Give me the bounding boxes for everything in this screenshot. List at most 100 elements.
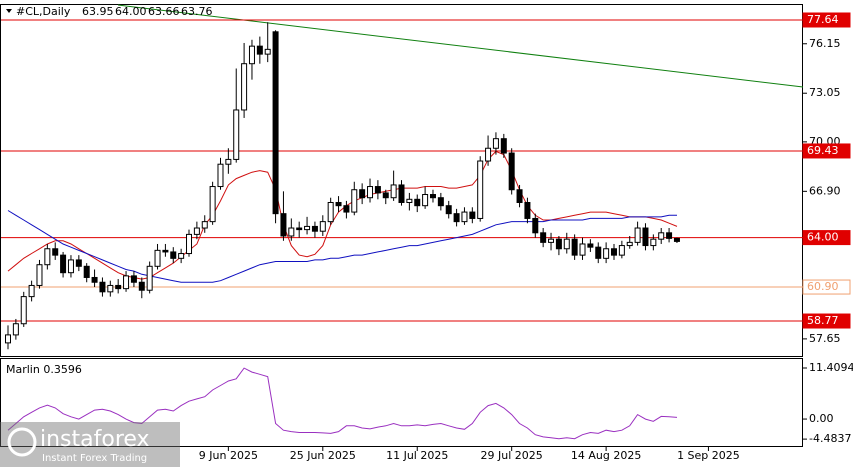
candle-body	[193, 227, 200, 235]
candle-body	[115, 284, 122, 290]
candle-body	[83, 265, 90, 278]
quote-low: 63.66	[148, 5, 180, 18]
candle-body	[170, 251, 177, 259]
x-tick-label: 9 Jun 2025	[199, 449, 258, 462]
moving-average	[7, 150, 678, 280]
candle-body	[532, 217, 539, 234]
candle-body	[67, 259, 74, 274]
candle-body	[233, 109, 240, 160]
candle-body	[209, 186, 216, 223]
indicator-tick-label: -4.4837	[809, 432, 851, 445]
plot-layer: 76.1573.0570.0066.9057.6577.6469.4364.00…	[1, 12, 853, 462]
chart-title: #CL,Daily	[16, 5, 71, 18]
y-tick-label: 57.65	[809, 332, 841, 345]
candle-body	[319, 221, 326, 232]
candle-body	[99, 281, 106, 293]
level-label-box	[802, 230, 851, 246]
level-label: 69.43	[807, 144, 839, 157]
candle-body	[367, 186, 374, 199]
candle-body	[217, 163, 224, 188]
candle-body	[492, 138, 499, 149]
candle-body	[225, 158, 232, 165]
moving-average	[7, 210, 677, 283]
candle-body	[60, 254, 67, 274]
candle-body	[437, 197, 444, 207]
candle-body	[634, 227, 641, 243]
candle-body	[335, 201, 342, 207]
candle-body	[36, 264, 43, 286]
candle-body	[422, 194, 429, 207]
indicator-tick-label: 11.4094	[809, 361, 853, 374]
candle-body	[618, 245, 625, 256]
watermark-logo	[7, 427, 37, 457]
candle-body	[107, 284, 114, 293]
level-label-box	[802, 12, 851, 28]
candle-body	[516, 189, 523, 203]
candle-body	[579, 243, 586, 256]
quote-open: 63.95	[82, 5, 114, 18]
candle-body	[280, 213, 287, 237]
x-tick-label: 1 Sep 2025	[677, 449, 740, 462]
indicator-title: Marlin 0.3596	[6, 363, 82, 376]
candle-body	[453, 213, 460, 223]
candle-body	[666, 232, 673, 239]
candle-body	[130, 275, 137, 283]
candle-body	[429, 194, 436, 199]
candle-body	[351, 189, 358, 213]
x-tick-label: 25 Jun 2025	[290, 449, 356, 462]
candle-body	[154, 249, 161, 267]
candle-body	[162, 249, 169, 253]
quote-close: 63.76	[181, 5, 213, 18]
candle-body	[288, 227, 295, 237]
candle-body	[359, 189, 366, 199]
candle-body	[20, 296, 27, 325]
candle-body	[398, 184, 405, 203]
candle-body	[540, 232, 547, 243]
candle-body	[12, 323, 19, 336]
candle-body	[469, 211, 476, 219]
candle-body	[548, 238, 555, 243]
level-label: 77.64	[807, 13, 839, 26]
candle-body	[595, 246, 602, 259]
level-label-box	[802, 279, 851, 295]
level-label-box	[802, 313, 851, 329]
y-tick-label: 66.90	[809, 184, 841, 197]
candle-body	[485, 147, 492, 162]
candle-body	[256, 45, 263, 55]
candle-body	[296, 227, 303, 231]
candle-body	[75, 259, 82, 267]
x-tick-label: 14 Aug 2025	[571, 449, 641, 462]
candle-body	[414, 198, 421, 207]
candle-body	[5, 334, 11, 344]
candle-body	[91, 276, 98, 283]
candle-body	[264, 48, 271, 55]
y-tick-label: 73.05	[809, 86, 841, 99]
watermark-brand: instaforex	[40, 427, 150, 452]
level-label: 58.77	[807, 314, 839, 327]
price-panel	[0, 4, 803, 357]
candle-body	[248, 45, 255, 65]
indicator-tick-label: 0.00	[809, 412, 834, 425]
candle-body	[658, 232, 665, 240]
level-label-box	[802, 143, 851, 159]
candle-body	[201, 221, 208, 229]
candle-body	[374, 186, 381, 194]
level-label: 64.00	[807, 231, 839, 244]
candle-body	[477, 160, 484, 219]
candle-body	[650, 238, 657, 247]
menu-arrow	[6, 9, 12, 13]
candle-body	[327, 201, 334, 223]
x-tick-label: 11 Jul 2025	[386, 449, 448, 462]
candle-body	[178, 253, 185, 259]
candle-body	[146, 265, 153, 291]
candle-body	[587, 243, 594, 248]
candle-body	[555, 238, 562, 250]
candle-body	[626, 241, 633, 247]
candle-body	[241, 63, 248, 111]
candle-body	[673, 237, 680, 242]
candle-body	[28, 284, 35, 298]
candle-body	[603, 248, 610, 259]
candle-body	[382, 192, 389, 199]
